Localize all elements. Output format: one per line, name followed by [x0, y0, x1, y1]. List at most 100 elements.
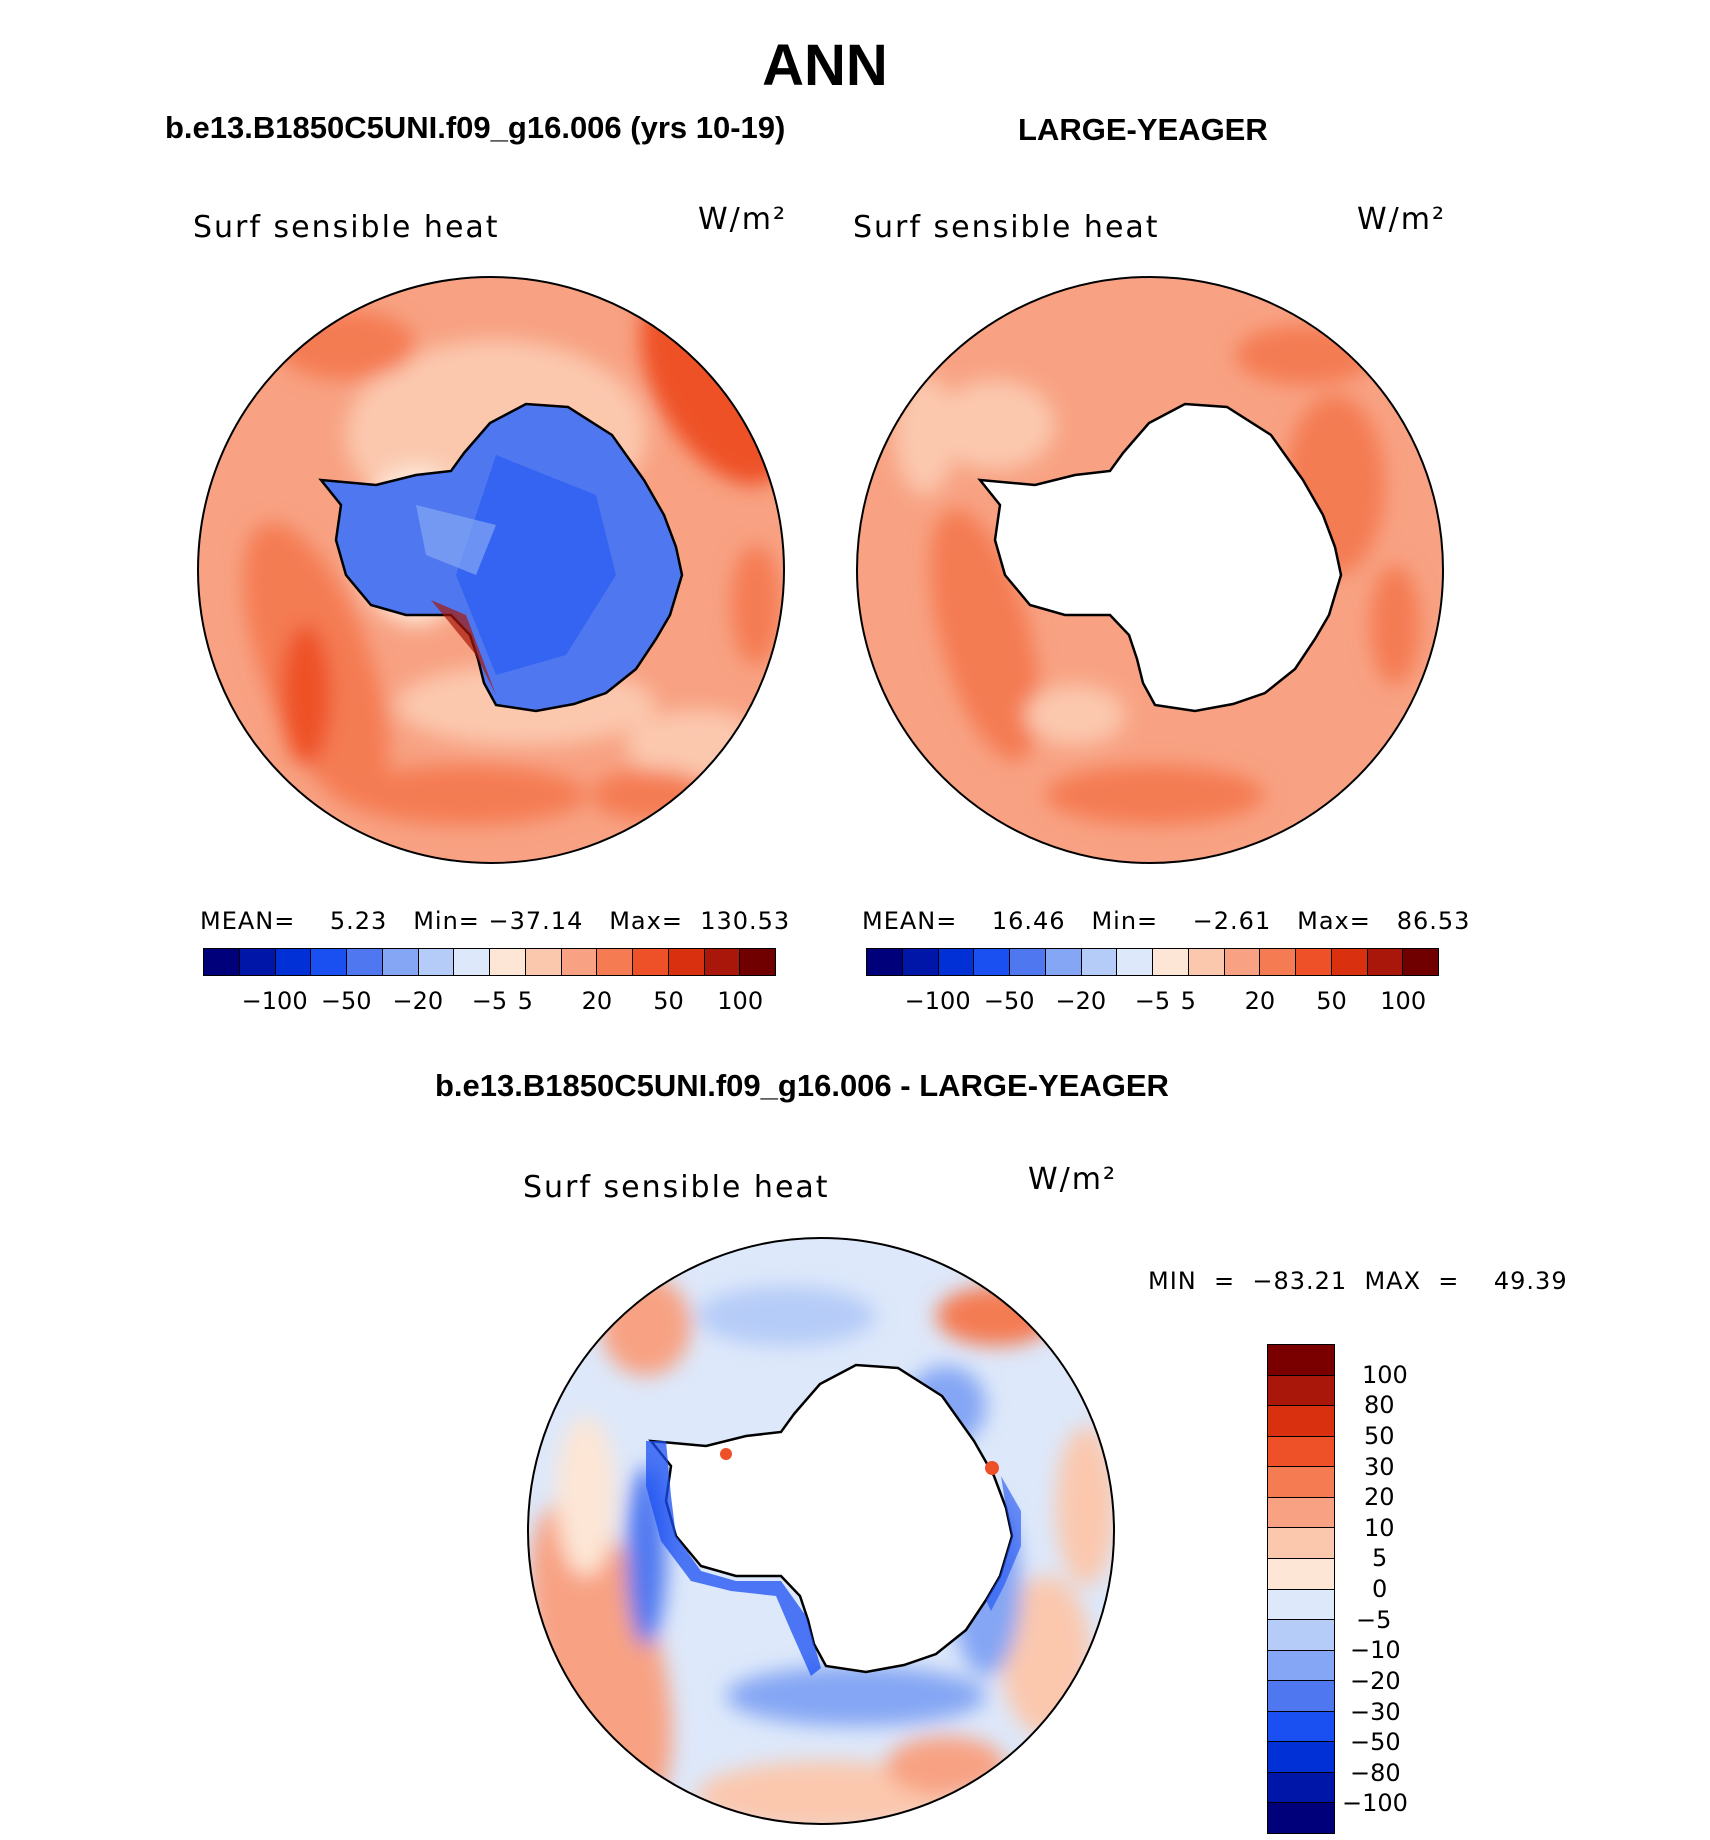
colorbar-tick: 50	[1364, 1421, 1395, 1450]
colorbar-tick: 80	[1364, 1391, 1395, 1420]
colorbar-tick: 20	[581, 987, 613, 1015]
colorbar-box	[1268, 1528, 1334, 1559]
colorbar-box	[597, 949, 633, 975]
colorbar-tick: −5	[1134, 987, 1171, 1015]
colorbar-box	[1268, 1803, 1334, 1833]
colorbar-tick: 30	[1364, 1452, 1395, 1481]
colorbar-tick: −80	[1350, 1758, 1401, 1787]
colorbar-box	[239, 949, 276, 975]
colorbar-tick: 5	[1180, 987, 1196, 1015]
colorbar-box	[704, 949, 741, 975]
colorbar-box	[633, 949, 669, 975]
colorbar-tick: −20	[392, 987, 444, 1015]
colorbar-box	[382, 949, 419, 975]
colorbar-tick: 10	[1364, 1513, 1395, 1542]
colorbar-tick: −50	[1350, 1728, 1401, 1757]
colorbar-box	[275, 949, 312, 975]
colorbar-box	[1268, 1589, 1334, 1621]
colorbar-box	[1296, 949, 1332, 975]
colorbar-box	[454, 949, 490, 975]
obs-polar-map	[856, 276, 1444, 864]
colorbar-tick: 5	[517, 987, 533, 1015]
colorbar-box	[902, 949, 939, 975]
colorbar-tick: 20	[1364, 1483, 1395, 1512]
colorbar-box	[1268, 1620, 1334, 1651]
diff-title: b.e13.B1850C5UNI.f09_g16.006 - LARGE-YEA…	[435, 1068, 1169, 1103]
colorbar-box	[1268, 1375, 1334, 1407]
colorbar-tick: −10	[1350, 1636, 1401, 1665]
colorbar-tick: −20	[1350, 1666, 1401, 1695]
colorbar-tick: −50	[983, 987, 1035, 1015]
colorbar-box	[938, 949, 975, 975]
colorbar-tick: −5	[471, 987, 508, 1015]
colorbar-box	[1367, 949, 1404, 975]
colorbar-box	[867, 949, 903, 975]
colorbar-box	[525, 949, 562, 975]
colorbar-tick: −100	[904, 987, 971, 1015]
colorbar-tick: 100	[1362, 1360, 1408, 1389]
colorbar-box	[1268, 1650, 1334, 1682]
colorbar-box	[347, 949, 383, 975]
obs-stats: MEAN= 16.46 Min= −2.61 Max= 86.53	[862, 907, 1471, 935]
colorbar-tick: 100	[717, 987, 764, 1015]
colorbar-tick: −100	[241, 987, 308, 1015]
colorbar-box	[1188, 949, 1225, 975]
colorbar-box	[1268, 1436, 1334, 1468]
obs-title: LARGE-YEAGER	[1018, 112, 1268, 147]
model-stats: MEAN= 5.23 Min= −37.14 Max= 130.53	[200, 907, 791, 935]
obs-units-label: W/m²	[1357, 202, 1447, 237]
colorbar-box	[1224, 949, 1261, 975]
colorbar-box	[490, 949, 526, 975]
model-units-label: W/m²	[698, 202, 788, 237]
diff-units-label: W/m²	[1028, 1162, 1118, 1197]
diff-colorbar-ticks: 100 80 50 30 20 10 5 0 −5 −10 −20 −30 −5…	[1342, 1344, 1440, 1834]
colorbar-box	[1268, 1558, 1334, 1590]
diff-stats: MIN = −83.21 MAX = 49.39	[1148, 1267, 1568, 1295]
colorbar-box	[1045, 949, 1082, 975]
diff-polar-map	[527, 1237, 1115, 1825]
colorbar-box	[418, 949, 455, 975]
colorbar-box	[1268, 1497, 1334, 1529]
colorbar-tick: 100	[1380, 987, 1427, 1015]
colorbar-box	[1010, 949, 1046, 975]
colorbar-tick: −5	[1356, 1605, 1392, 1634]
colorbar-tick: 50	[1316, 987, 1347, 1015]
diff-variable-label: Surf sensible heat	[523, 1170, 830, 1205]
model-case-title: b.e13.B1850C5UNI.f09_g16.006 (yrs 10-19)	[165, 110, 786, 145]
colorbar-box	[311, 949, 347, 975]
model-colorbar-ticks: −100 −50 −20 −5 5 20 50 100	[203, 987, 776, 1017]
colorbar-tick: 0	[1372, 1575, 1388, 1603]
colorbar-tick: −20	[1055, 987, 1107, 1015]
model-polar-map	[197, 276, 785, 864]
colorbar-box	[1268, 1742, 1334, 1773]
colorbar-box	[974, 949, 1010, 975]
model-colorbar	[203, 948, 776, 976]
colorbar-box	[740, 949, 775, 975]
colorbar-tick: −100	[1342, 1789, 1408, 1818]
season-title: ANN	[762, 33, 888, 98]
colorbar-box	[1081, 949, 1118, 975]
colorbar-box	[1268, 1406, 1334, 1437]
colorbar-box	[1403, 949, 1438, 975]
colorbar-box	[1268, 1681, 1334, 1712]
colorbar-box	[561, 949, 598, 975]
model-variable-label: Surf sensible heat	[193, 210, 500, 245]
obs-colorbar-ticks: −100 −50 −20 −5 5 20 50 100	[866, 987, 1439, 1017]
obs-colorbar	[866, 948, 1439, 976]
colorbar-box	[1268, 1711, 1334, 1743]
colorbar-box	[668, 949, 705, 975]
colorbar-box	[1331, 949, 1368, 975]
obs-variable-label: Surf sensible heat	[853, 210, 1160, 245]
colorbar-box	[1268, 1772, 1334, 1804]
diff-colorbar	[1267, 1344, 1335, 1834]
colorbar-box	[1268, 1467, 1334, 1498]
colorbar-box	[204, 949, 240, 975]
colorbar-box	[1117, 949, 1153, 975]
colorbar-tick: 50	[653, 987, 684, 1015]
colorbar-tick: 5	[1372, 1544, 1388, 1573]
colorbar-box	[1153, 949, 1189, 975]
colorbar-tick: −30	[1350, 1697, 1401, 1726]
colorbar-box	[1260, 949, 1296, 975]
colorbar-tick: 20	[1244, 987, 1276, 1015]
colorbar-box	[1268, 1345, 1334, 1376]
